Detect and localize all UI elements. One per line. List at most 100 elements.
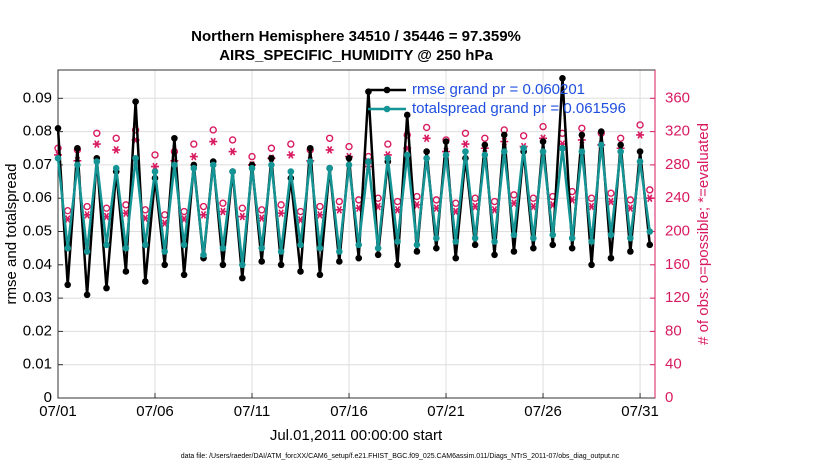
point (277, 261, 285, 269)
y2-tick-label: 0 (665, 389, 673, 406)
point (316, 202, 324, 211)
point (142, 241, 149, 249)
point (287, 140, 295, 148)
point (636, 148, 644, 155)
point (219, 244, 227, 252)
point (171, 161, 178, 169)
point (171, 134, 178, 142)
point (588, 238, 595, 245)
point (199, 202, 208, 211)
point (54, 124, 62, 132)
point (267, 144, 276, 152)
x-axis-label: Jul.01,2011 00:00:00 start (270, 427, 443, 444)
point (617, 148, 624, 155)
point (103, 241, 110, 249)
point (500, 148, 508, 155)
chart-title: Northern Hemisphere 34510 / 35446 = 97.3… (191, 28, 521, 45)
point (268, 154, 275, 162)
point (83, 248, 91, 255)
y2-tick-label: 120 (665, 289, 690, 306)
point (219, 261, 227, 269)
point (645, 194, 654, 203)
point (258, 258, 266, 265)
point (83, 291, 91, 299)
legend-marker (383, 86, 391, 94)
legend-marker (383, 105, 391, 113)
point (529, 194, 538, 202)
x-tick-label: 07/16 (330, 403, 368, 420)
point (549, 241, 557, 249)
point (112, 146, 121, 154)
point (209, 161, 217, 169)
y2-tick-label: 320 (665, 123, 690, 140)
point (578, 131, 586, 139)
point (617, 141, 624, 149)
point (228, 147, 237, 156)
point (413, 241, 421, 249)
point (74, 161, 81, 169)
point (190, 164, 198, 172)
point (122, 201, 130, 209)
point (433, 234, 440, 242)
y2-tick-label: 80 (665, 322, 682, 339)
point (132, 154, 139, 162)
point (539, 122, 547, 131)
point (83, 202, 91, 211)
point (413, 248, 421, 255)
y-tick-label: 0.08 (23, 123, 52, 140)
point (500, 131, 508, 139)
point (180, 207, 188, 216)
point (636, 131, 645, 139)
y-tick-label: 0.09 (23, 89, 52, 106)
point (326, 164, 333, 172)
point (461, 129, 470, 137)
point (258, 206, 266, 214)
point (481, 141, 489, 149)
point (306, 144, 314, 152)
point (471, 234, 479, 242)
point (549, 231, 557, 239)
y2-tick-label: 200 (665, 222, 690, 239)
point (161, 211, 169, 219)
y-tick-label: 0.02 (23, 322, 52, 339)
point (616, 134, 625, 142)
point (597, 128, 605, 135)
point (131, 126, 140, 134)
point (587, 194, 596, 202)
point (239, 261, 246, 269)
point (316, 271, 324, 279)
point (442, 138, 450, 145)
point (151, 151, 159, 159)
point (219, 199, 227, 207)
point (394, 238, 401, 245)
x-tick-label: 07/31 (621, 403, 659, 420)
x-tick-label: 07/11 (234, 403, 270, 420)
point (64, 281, 72, 289)
point (559, 75, 566, 82)
point (578, 124, 586, 132)
y-tick-label: 0.05 (23, 222, 52, 239)
point (92, 140, 101, 148)
point (200, 251, 207, 259)
legend-label: rmse grand pr = 0.060201 (412, 81, 585, 98)
y-tick-label: 0.06 (23, 189, 52, 206)
point (588, 261, 595, 269)
point (277, 201, 285, 209)
point (345, 154, 353, 162)
point (471, 194, 479, 202)
point (568, 234, 576, 242)
point (64, 244, 72, 252)
point (297, 268, 304, 275)
point (238, 212, 247, 221)
point (627, 234, 634, 242)
y2-tick-label: 280 (665, 156, 690, 173)
point (277, 248, 285, 255)
point (287, 168, 295, 175)
point (442, 151, 450, 159)
point (578, 148, 586, 155)
chart-subtitle: AIRS_SPECIFIC_HUMIDITY @ 250 hPa (219, 47, 493, 64)
point (636, 158, 644, 165)
point (471, 241, 479, 249)
point (539, 148, 547, 155)
point (452, 254, 460, 262)
